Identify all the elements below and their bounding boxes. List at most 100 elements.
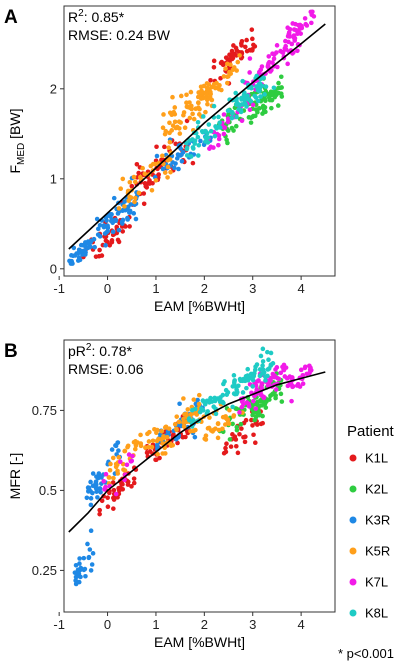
data-point-k7l (275, 375, 280, 381)
data-point-k1l (241, 434, 246, 440)
data-point-k3r (95, 486, 101, 491)
data-point-k5r (140, 165, 145, 171)
data-point-k2l (251, 410, 257, 415)
data-point-k5r (174, 427, 179, 433)
data-point-k3r (116, 448, 121, 453)
data-point-k7l (278, 370, 284, 376)
data-point-k2l (238, 421, 244, 427)
data-point-k7l (253, 406, 259, 411)
data-point-k5r (205, 101, 210, 107)
data-point-k5r (178, 93, 184, 99)
legend-swatch-k2l (349, 485, 357, 493)
data-point-k3r (97, 234, 103, 239)
data-point-k7l (126, 452, 132, 457)
data-point-k3r (94, 474, 99, 479)
data-point-k5r (111, 475, 116, 481)
data-point-k5r (154, 427, 160, 433)
data-point-k7l (225, 119, 231, 125)
data-point-k5r (163, 128, 169, 134)
y-axis-title: MFR [-] (7, 453, 23, 500)
legend-title: Patient (347, 423, 395, 440)
data-point-k5r (221, 74, 227, 79)
data-point-k5r (164, 434, 170, 440)
data-point-k5r (107, 467, 113, 473)
x-tick-label: -1 (53, 617, 65, 632)
data-point-k7l (118, 459, 123, 465)
data-point-k5r (223, 66, 228, 71)
data-point-k1l (251, 432, 256, 438)
data-point-k3r (160, 166, 166, 172)
data-point-k8l (191, 418, 196, 423)
data-point-k7l (266, 61, 271, 66)
data-point-k8l (253, 95, 259, 100)
data-point-k8l (189, 407, 195, 413)
data-point-k8l (268, 350, 274, 356)
data-point-k7l (207, 146, 212, 151)
data-point-k7l (280, 50, 286, 55)
data-point-k7l (274, 43, 280, 48)
data-point-k5r (211, 81, 217, 87)
legend-label-k7l: K7L (365, 575, 388, 590)
data-point-k7l (299, 25, 305, 31)
data-point-k8l (213, 411, 219, 417)
data-point-k5r (170, 123, 176, 128)
data-point-k1l (175, 440, 180, 446)
data-point-k2l (259, 403, 265, 408)
x-tick-label: 1 (152, 281, 159, 296)
data-point-k3r (109, 447, 115, 452)
data-point-k1l (233, 45, 239, 51)
data-point-k5r (234, 68, 239, 73)
data-point-k5r (172, 119, 178, 125)
data-point-k8l (223, 387, 229, 393)
data-point-k5r (160, 125, 166, 130)
fit-line (68, 371, 326, 533)
data-point-k5r (165, 164, 171, 170)
data-point-k5r (184, 92, 189, 98)
data-point-k7l (286, 30, 292, 35)
data-point-k8l (197, 409, 203, 415)
data-point-k8l (207, 398, 213, 403)
data-point-k8l (263, 378, 268, 383)
data-point-k5r (205, 426, 211, 431)
data-point-k7l (289, 398, 294, 404)
data-point-k1l (131, 480, 137, 486)
data-point-k1l (239, 39, 245, 44)
data-point-k2l (279, 399, 285, 404)
data-point-k8l (230, 111, 235, 116)
data-point-k1l (105, 495, 110, 501)
data-point-k8l (216, 124, 221, 130)
panel-letter: B (4, 341, 18, 362)
data-point-k1l (120, 229, 126, 234)
data-point-k1l (211, 58, 217, 64)
data-point-k5r (189, 106, 194, 112)
data-point-k3r (84, 495, 90, 501)
data-point-k8l (265, 349, 270, 355)
data-point-k1l (141, 201, 147, 207)
data-point-k5r (160, 441, 165, 446)
data-point-k2l (273, 395, 278, 401)
data-point-k5r (176, 419, 182, 425)
data-point-k7l (261, 394, 267, 400)
data-point-k1l (144, 185, 150, 190)
data-point-k2l (231, 128, 236, 133)
data-point-k3r (192, 434, 198, 440)
data-point-k8l (230, 404, 235, 410)
data-point-k5r (196, 401, 202, 407)
data-point-k8l (195, 134, 201, 140)
data-point-k3r (177, 401, 182, 407)
data-point-k7l (298, 367, 304, 373)
data-point-k3r (113, 443, 118, 448)
data-point-k5r (191, 116, 197, 122)
data-point-k3r (70, 253, 76, 259)
data-point-k5r (203, 109, 208, 115)
x-tick-label: -1 (53, 281, 65, 296)
data-point-k5r (174, 414, 180, 419)
data-point-k1l (154, 457, 159, 463)
data-point-k3r (87, 547, 93, 552)
data-point-k1l (228, 444, 234, 449)
data-point-k5r (228, 71, 234, 76)
x-tick-label: 4 (298, 617, 305, 632)
data-point-k2l (275, 103, 281, 108)
data-point-k8l (184, 153, 190, 158)
